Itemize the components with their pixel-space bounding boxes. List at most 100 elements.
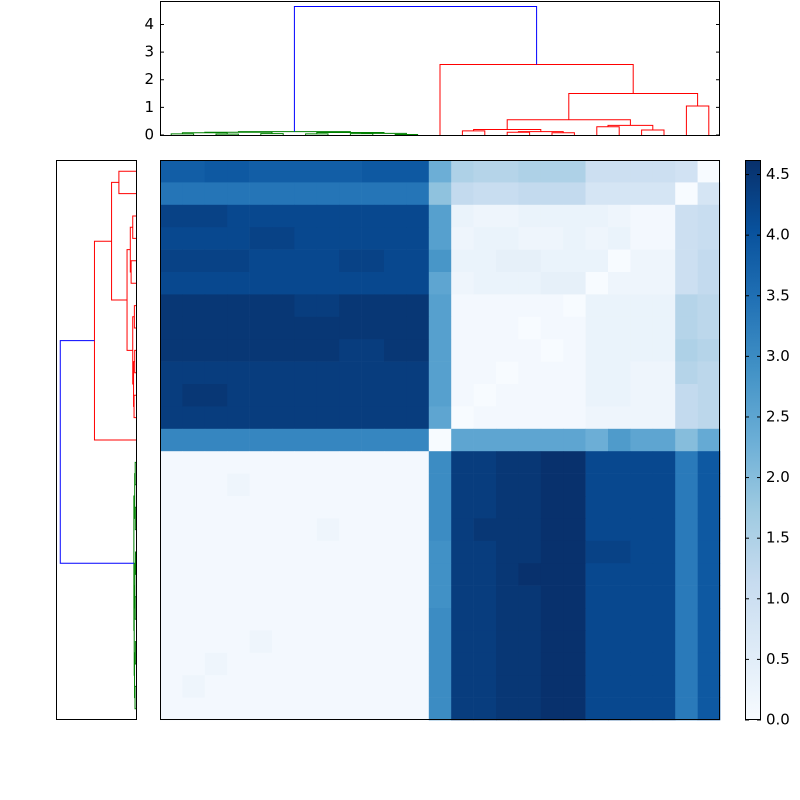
heatmap-cell bbox=[294, 227, 318, 250]
heatmap-cell bbox=[227, 563, 250, 586]
heatmap-cell bbox=[272, 675, 295, 698]
heatmap-cell bbox=[160, 294, 183, 318]
heatmap-cell bbox=[361, 563, 385, 586]
heatmap-cell bbox=[563, 496, 586, 519]
heatmap-cell bbox=[249, 384, 273, 407]
colorbar-tick-label: 3.0 bbox=[766, 347, 790, 365]
dendrogram-link bbox=[551, 132, 575, 135]
heatmap-cell bbox=[675, 697, 698, 721]
heatmap-cell bbox=[697, 227, 721, 250]
colorbar-fill bbox=[745, 160, 761, 720]
heatmap-cell bbox=[451, 540, 474, 564]
heatmap-cell bbox=[361, 227, 385, 250]
heatmap-cell bbox=[294, 518, 318, 542]
heatmap-cell bbox=[518, 496, 542, 519]
heatmap-cell bbox=[428, 294, 452, 318]
heatmap-cell bbox=[585, 473, 609, 497]
heatmap-cell bbox=[675, 652, 698, 676]
heatmap-cell bbox=[563, 316, 586, 340]
heatmap-cell bbox=[406, 384, 430, 407]
heatmap-cell bbox=[697, 428, 721, 452]
heatmap-cell bbox=[227, 294, 250, 318]
heatmap-cell bbox=[518, 608, 542, 631]
heatmap-cell bbox=[697, 496, 721, 519]
heatmap-cell bbox=[182, 227, 206, 250]
heatmap-cell bbox=[697, 675, 721, 698]
heatmap-cell bbox=[406, 294, 430, 318]
heatmap-cell bbox=[361, 540, 385, 564]
heatmap-cell bbox=[160, 160, 183, 183]
heatmap-cell bbox=[473, 540, 497, 564]
heatmap-frame bbox=[160, 160, 720, 720]
heatmap-cell bbox=[204, 182, 228, 206]
heatmap-cell bbox=[518, 316, 542, 340]
heatmap-cell bbox=[249, 316, 273, 340]
heatmap-cell bbox=[428, 160, 452, 183]
heatmap-cell bbox=[384, 473, 407, 497]
heatmap-cell bbox=[675, 496, 698, 519]
heatmap-cell bbox=[675, 406, 698, 430]
heatmap-cell bbox=[316, 227, 340, 250]
dendrogram-link bbox=[260, 133, 284, 135]
heatmap-cell bbox=[428, 563, 452, 586]
heatmap-cell bbox=[518, 630, 542, 654]
heatmap-cell bbox=[384, 675, 407, 698]
dendrogram-link bbox=[607, 124, 654, 131]
heatmap-cell bbox=[227, 339, 250, 362]
heatmap-cell bbox=[697, 182, 721, 206]
heatmap-cell bbox=[384, 585, 407, 609]
heatmap-cell bbox=[473, 316, 497, 340]
heatmap-cell bbox=[316, 496, 340, 519]
heatmap-cell bbox=[316, 563, 340, 586]
heatmap-cell bbox=[339, 182, 362, 206]
heatmap-cell bbox=[249, 630, 273, 654]
heatmap-cell bbox=[697, 272, 721, 295]
heatmap-cell bbox=[272, 473, 295, 497]
heatmap-cell bbox=[316, 316, 340, 340]
heatmap-cell bbox=[384, 428, 407, 452]
heatmap-cell bbox=[316, 249, 340, 273]
heatmap-cell bbox=[473, 294, 497, 318]
heatmap-cell bbox=[204, 585, 228, 609]
heatmap-cell bbox=[316, 473, 340, 497]
heatmap-cell bbox=[182, 272, 206, 295]
heatmap-cell bbox=[540, 160, 564, 183]
heatmap-cell bbox=[160, 361, 183, 385]
heatmap-cell bbox=[518, 339, 542, 362]
heatmap-cell bbox=[496, 675, 519, 698]
heatmap-cell bbox=[204, 697, 228, 721]
heatmap-cell bbox=[428, 451, 452, 474]
heatmap-cell bbox=[451, 697, 474, 721]
heatmap-cell bbox=[496, 697, 519, 721]
heatmap-cell bbox=[160, 585, 183, 609]
heatmap-cell bbox=[697, 204, 721, 228]
heatmap-cell bbox=[518, 406, 542, 430]
heatmap-cell bbox=[272, 652, 295, 676]
left-dendrogram-frame bbox=[56, 160, 137, 720]
heatmap-cell bbox=[428, 182, 452, 206]
heatmap-cell bbox=[563, 451, 586, 474]
heatmap-cell bbox=[563, 384, 586, 407]
heatmap-cell bbox=[697, 473, 721, 497]
heatmap-cell bbox=[428, 585, 452, 609]
heatmap-cell bbox=[204, 361, 228, 385]
heatmap-cell bbox=[518, 652, 542, 676]
heatmap-cell bbox=[518, 697, 542, 721]
heatmap-cell bbox=[182, 451, 206, 474]
heatmap-cell bbox=[652, 339, 676, 362]
heatmap-cell bbox=[249, 272, 273, 295]
heatmap-cell bbox=[496, 160, 519, 183]
heatmap-cell bbox=[294, 697, 318, 721]
heatmap-cell bbox=[585, 339, 609, 362]
heatmap-cell bbox=[361, 249, 385, 273]
heatmap-cell bbox=[294, 428, 318, 452]
heatmap-cell bbox=[272, 697, 295, 721]
heatmap-cell bbox=[630, 518, 654, 542]
heatmap-cell bbox=[518, 473, 542, 497]
heatmap-cell bbox=[406, 227, 430, 250]
heatmap-cell bbox=[630, 630, 654, 654]
heatmap-cell bbox=[451, 652, 474, 676]
heatmap bbox=[160, 160, 721, 721]
heatmap-cell bbox=[272, 294, 295, 318]
heatmap-cell bbox=[675, 294, 698, 318]
